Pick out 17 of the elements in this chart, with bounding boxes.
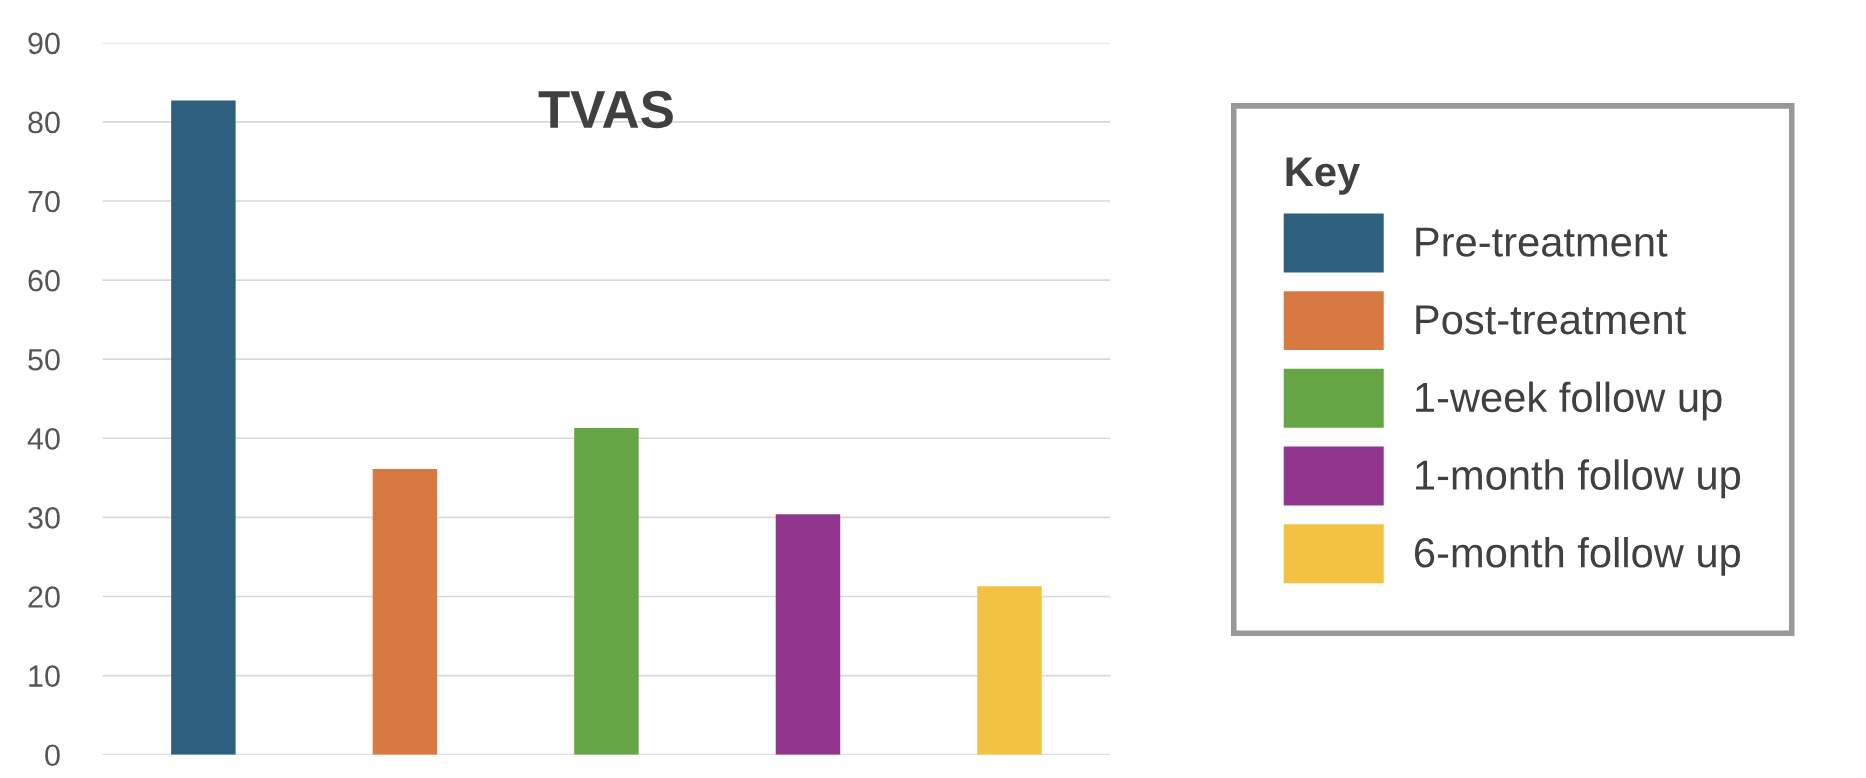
y-tick-label: 40 xyxy=(27,428,60,450)
y-tick-label: 60 xyxy=(28,269,60,292)
y-tick-label: 10 xyxy=(29,665,60,687)
legend-label: Pre-treatment xyxy=(1416,227,1668,257)
y-tick-label: 30 xyxy=(28,507,60,529)
legend-title: Key xyxy=(1286,157,1360,195)
text: TVAS xyxy=(538,90,673,129)
legend-label: 1-week follow up xyxy=(1416,381,1722,421)
y-tick-label: 80 xyxy=(28,111,60,134)
y-tick-label: 0 xyxy=(45,744,60,767)
legend-label: Post-treatment xyxy=(1416,305,1686,335)
legend-label: 6-month follow up xyxy=(1415,537,1741,576)
y-tick-label: 50 xyxy=(28,348,60,371)
y-tick-label: 20 xyxy=(28,586,60,608)
legend-label: 1-month follow up xyxy=(1416,459,1741,499)
y-tick-label: 70 xyxy=(28,190,60,213)
y-tick-label: 90 xyxy=(28,32,60,55)
